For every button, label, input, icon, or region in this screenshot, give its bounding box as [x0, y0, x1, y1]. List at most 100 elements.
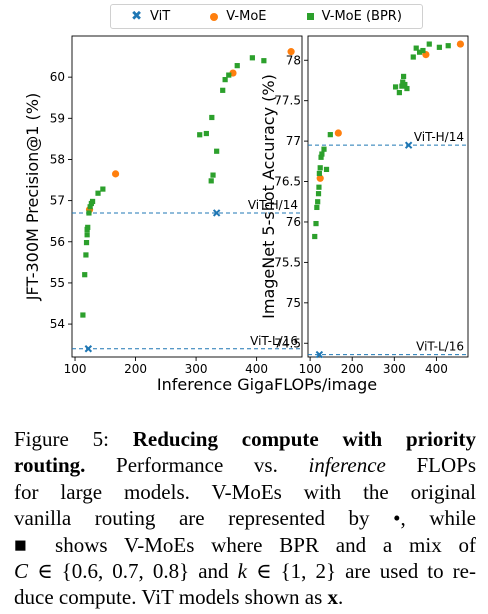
- x-tick-label: 100: [64, 362, 87, 376]
- bpr-point: [83, 252, 89, 258]
- y-tick-label: 76.5: [274, 175, 301, 189]
- vmoe-point: [316, 174, 324, 182]
- bpr-point: [319, 151, 325, 157]
- bpr-point: [86, 210, 92, 216]
- bpr-point: [321, 146, 327, 152]
- x-tick-label: 200: [124, 362, 147, 376]
- bpr-point: [315, 199, 321, 205]
- figure-plots: 100 200 300 400 54 55 56 57 58 59 60 JFT-300M Preci…: [23, 35, 469, 394]
- bpr-point: [82, 272, 88, 278]
- caption-text: FLOPs: [385, 453, 476, 478]
- caption-text: ■ shows V-MoEs where BPR and a mix of: [14, 532, 476, 557]
- legend-label-vmoe: V-MoE: [226, 9, 267, 24]
- caption-line: ■ shows V-MoEs where BPR and a mix of: [14, 532, 476, 558]
- vmoe-circle-marker-icon: [210, 12, 219, 21]
- caption-text: vanilla routing are represented by •, wh…: [14, 506, 476, 531]
- x-tick-label: 300: [185, 362, 208, 376]
- bpr-point: [413, 45, 419, 51]
- bpr-point: [312, 233, 318, 240]
- y-tick-label: 58: [50, 152, 65, 166]
- bpr-point: [316, 184, 322, 190]
- bpr-square-marker-icon: [306, 13, 314, 20]
- bpr-point: [234, 63, 240, 69]
- y-axis-label: JFT-300M Precision@1 (%): [23, 93, 42, 302]
- x-tick-label: 100: [299, 362, 322, 376]
- reference-line-label: ViT-H/14: [248, 198, 298, 212]
- bpr-point: [410, 54, 416, 60]
- bpr-point: [445, 43, 451, 49]
- bpr-point: [220, 87, 226, 93]
- y-tick-label: 76: [286, 215, 301, 229]
- bpr-point: [203, 130, 209, 137]
- bpr-point: [80, 312, 86, 318]
- y-tick-label: 75: [286, 296, 301, 310]
- legend-label-bpr: V-MoE (BPR): [321, 9, 402, 24]
- bpr-point: [214, 148, 220, 154]
- bpr-point: [85, 224, 91, 230]
- caption-text: for large models. V-MoEs with the origin…: [14, 479, 476, 504]
- caption-line: Figure 5: Reducing compute with priority: [14, 426, 476, 452]
- bpr-point: [404, 85, 410, 92]
- vmoe-point: [111, 170, 120, 178]
- plot-frame: [307, 35, 469, 358]
- caption-text: inference: [308, 453, 386, 478]
- bpr-point: [400, 73, 407, 80]
- y-tick-label: 77.5: [274, 94, 301, 108]
- jft-precision-panel: 100 200 300 400 54 55 56 57 58 59 60 JFT-300M Preci…: [23, 35, 303, 376]
- bpr-point: [209, 114, 215, 121]
- y-tick-label: 75.5: [274, 255, 301, 269]
- bpr-point: [316, 170, 322, 177]
- bpr-point: [436, 44, 442, 50]
- y-tick-label: 78: [286, 53, 301, 67]
- reference-line-label: ViT-L/16: [250, 334, 298, 348]
- y-tick-label: 54: [50, 317, 65, 331]
- bpr-point: [89, 198, 96, 205]
- vit-point: [84, 345, 93, 353]
- caption-line: for large models. V-MoEs with the origin…: [14, 479, 476, 505]
- vit-point-stroke: [212, 209, 221, 217]
- y-tick-label: 60: [50, 70, 65, 84]
- x-axis-label: Inference GigaFLOPs/image: [157, 375, 377, 394]
- caption-text: routing.: [14, 453, 86, 478]
- chart-legend: ✖ ViT V-MoE V-MoE (BPR): [110, 4, 423, 29]
- caption-text: Reducing compute with priority: [132, 427, 476, 451]
- bpr-point: [84, 232, 90, 238]
- imagenet-accuracy-panel: 100 200 300 400 74.5 75 75.5 76 76.5 77 77.5 78 Imag…: [259, 35, 469, 376]
- bpr-point: [100, 186, 106, 192]
- bpr-point: [83, 239, 90, 246]
- bpr-point: [416, 49, 423, 55]
- vmoe-point: [456, 40, 465, 48]
- figure-caption: Figure 5: Reducing compute with priority…: [14, 426, 476, 611]
- caption-text: duce compute. ViT models shown as: [14, 585, 328, 610]
- x-tick-label: 400: [425, 362, 448, 376]
- vmoe-point: [287, 48, 295, 56]
- bpr-point: [210, 172, 216, 178]
- bpr-point: [402, 81, 408, 88]
- caption-line: duce compute. ViT models shown as x.: [14, 584, 476, 610]
- bpr-point: [323, 166, 330, 173]
- legend-entry-vmoe: V-MoE: [210, 9, 267, 24]
- bpr-point: [317, 165, 323, 171]
- x-tick-label: 200: [341, 362, 364, 376]
- caption-line: routing. Performance vs. inference FLOPs: [14, 452, 476, 478]
- bpr-point: [197, 132, 203, 138]
- caption-text: ∈ {1, 2} are used to re-: [246, 559, 476, 584]
- x-tick-label: 300: [383, 362, 406, 376]
- y-tick-label: 74.5: [274, 336, 301, 350]
- vit-point: [404, 141, 413, 149]
- vit-point: [315, 350, 324, 359]
- legend-entry-bpr: V-MoE (BPR): [306, 9, 402, 24]
- bpr-point: [249, 55, 255, 61]
- y-tick-label: 57: [50, 194, 65, 208]
- vit-x-marker-icon: ✖: [131, 9, 142, 24]
- bpr-point: [261, 58, 267, 64]
- reference-line-label: ViT-L/16: [416, 340, 464, 354]
- vit-point-stroke: [315, 350, 324, 359]
- vit-point-stroke: [404, 141, 413, 149]
- vmoe-point: [334, 129, 342, 137]
- reference-line-label: ViT-H/14: [414, 130, 464, 144]
- bpr-point: [327, 132, 333, 138]
- bpr-point: [426, 41, 432, 47]
- plot-frame: [71, 35, 303, 358]
- caption-text: k: [237, 559, 247, 584]
